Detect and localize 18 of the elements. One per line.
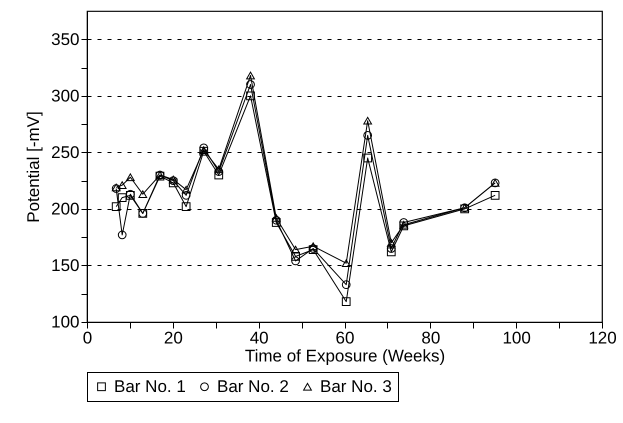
y-tick-label: 350 bbox=[51, 30, 80, 49]
y-axis-title: Potential [-mV] bbox=[24, 111, 44, 223]
x-tick-label: 0 bbox=[82, 328, 92, 348]
x-tick-label: 80 bbox=[421, 328, 440, 348]
x-tick-label: 120 bbox=[588, 328, 617, 348]
x-axis-title: Time of Exposure (Weeks) bbox=[244, 346, 446, 366]
x-tick-label: 100 bbox=[502, 328, 531, 348]
y-tick-label: 250 bbox=[51, 142, 80, 162]
y-tick-label: 150 bbox=[51, 256, 80, 275]
y-tick-label: 200 bbox=[51, 199, 80, 218]
legend-label: Bar No. 1 bbox=[114, 376, 186, 396]
y-tick-label: 100 bbox=[51, 312, 80, 332]
legend-label: Bar No. 2 bbox=[217, 376, 289, 396]
x-tick-label: 40 bbox=[250, 328, 269, 348]
y-tick-label: 300 bbox=[51, 86, 80, 106]
legend-label: Bar No. 3 bbox=[320, 376, 392, 396]
x-tick-label: 20 bbox=[164, 328, 183, 348]
x-tick-label: 60 bbox=[336, 328, 354, 348]
